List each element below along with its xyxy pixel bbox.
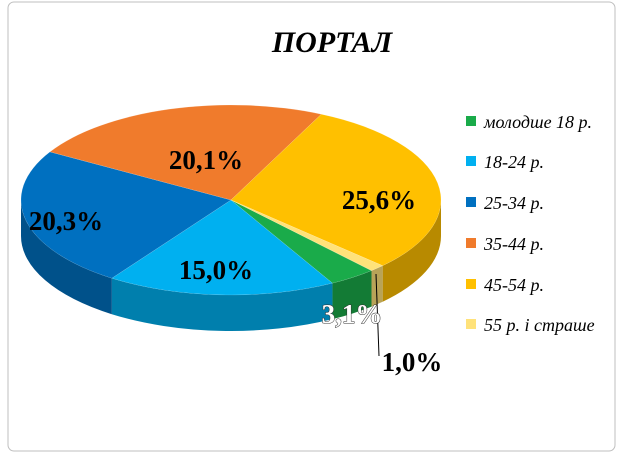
chart-title: ПОРТАЛ <box>271 26 394 59</box>
data-label: 20,1% <box>169 145 243 175</box>
data-label: 25,6% <box>342 185 416 215</box>
legend-swatch <box>466 319 476 329</box>
slice <box>49 104 322 201</box>
legend-label: 18-24 р. <box>484 152 544 172</box>
legend-item: 55 р. і страше <box>466 316 601 335</box>
data-label: 15,0% <box>179 255 253 285</box>
legend-item: 45-54 р. <box>466 276 601 295</box>
slice <box>20 151 232 279</box>
data-label: 3,1% <box>322 299 383 329</box>
legend-item: 25-34 р. <box>466 194 601 213</box>
legend-label: молодше 18 р. <box>484 112 593 132</box>
legend-item: 35-44 р. <box>466 235 601 254</box>
slice <box>230 113 442 266</box>
legend-item: 18-24 р. <box>466 153 601 172</box>
slice <box>230 199 384 271</box>
slice-side <box>111 278 333 331</box>
data-label: 20,3% <box>29 206 103 236</box>
legend-swatch <box>466 116 476 126</box>
legend-label: 35-44 р. <box>484 234 544 254</box>
legend-label: 45-54 р. <box>484 275 544 295</box>
legend-swatch <box>466 156 476 166</box>
slice-side <box>382 200 441 302</box>
legend-label: 55 р. і страше <box>484 315 595 335</box>
slice-side <box>332 270 372 320</box>
legend-item: молодше 18 р. <box>466 113 601 132</box>
slice-side <box>21 200 112 315</box>
legend-swatch <box>466 279 476 289</box>
legend-swatch <box>466 238 476 248</box>
slice <box>111 199 333 296</box>
legend-swatch <box>466 197 476 207</box>
data-label: 1,0% <box>382 347 443 377</box>
legend-label: 25-34 р. <box>484 193 544 213</box>
leader-line <box>375 273 380 357</box>
slice <box>230 199 373 284</box>
slice-side <box>371 265 383 307</box>
